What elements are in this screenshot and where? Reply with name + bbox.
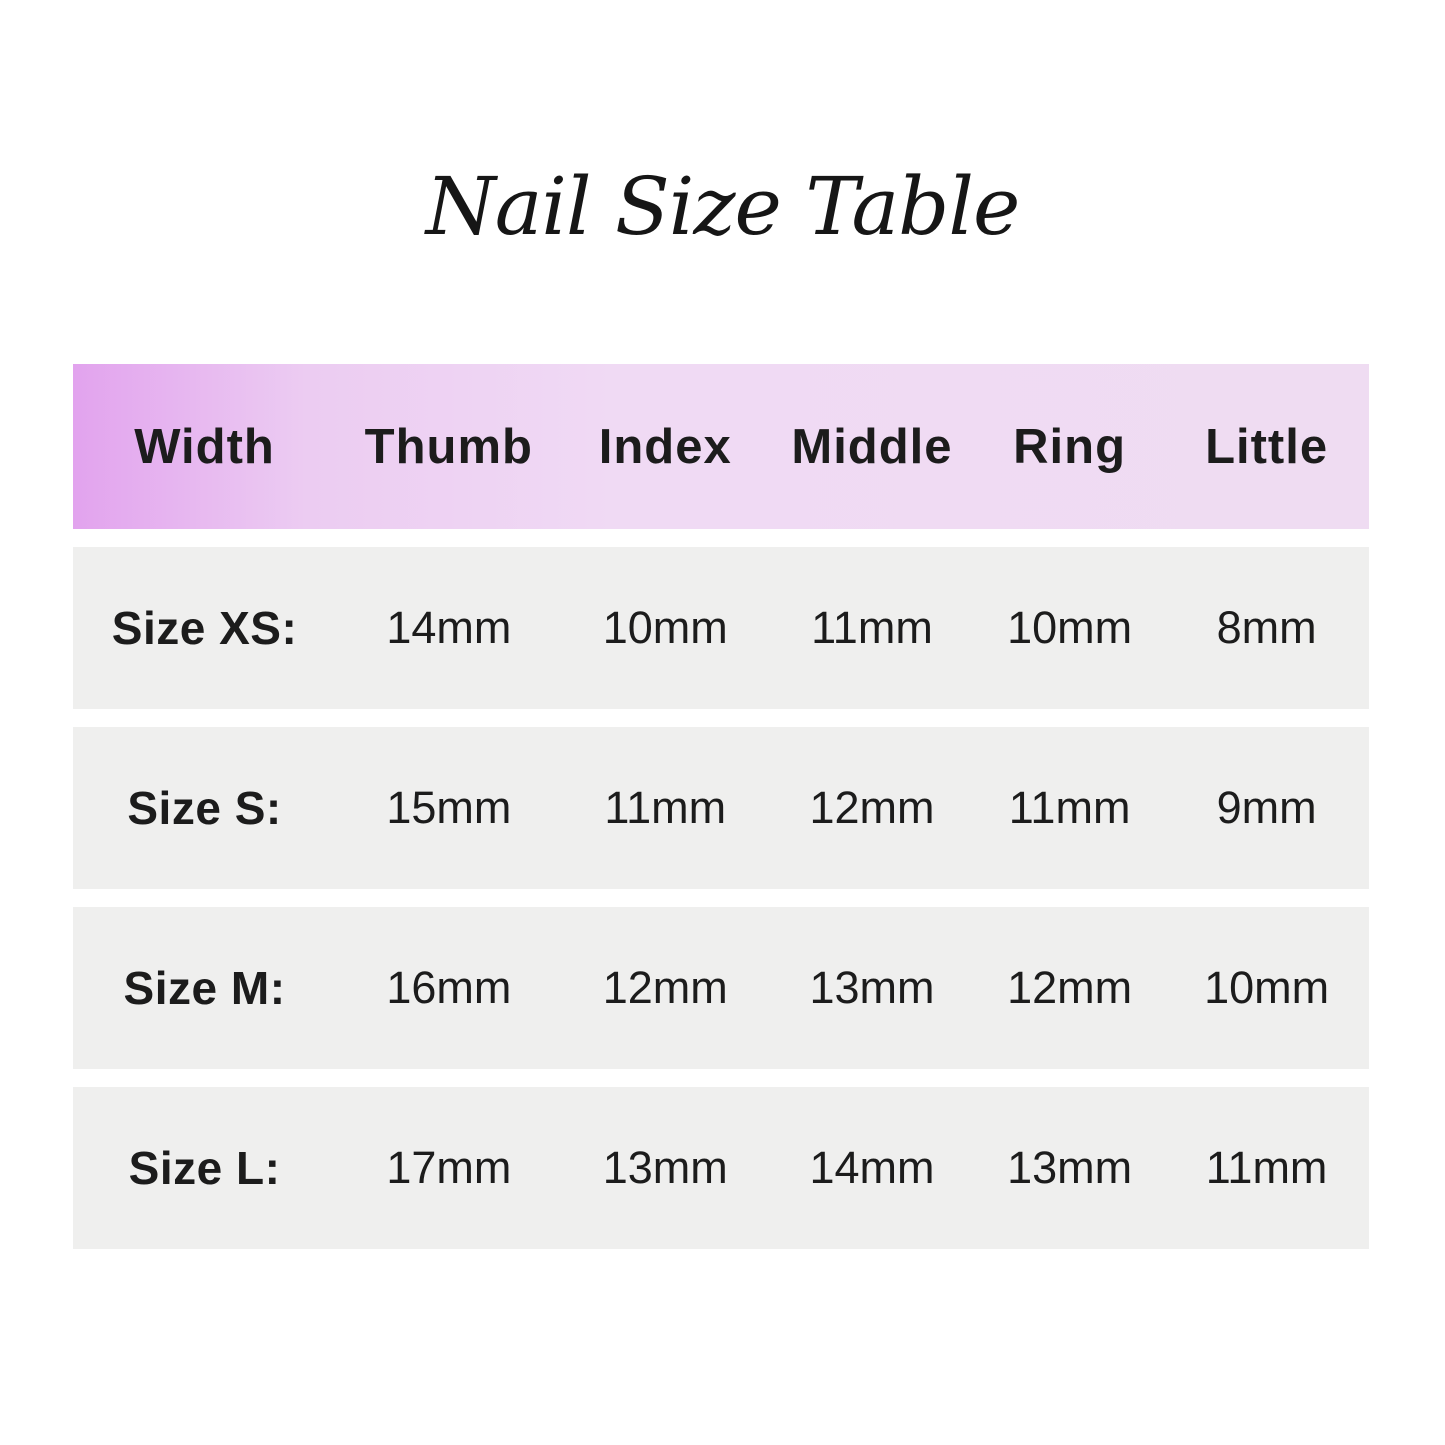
size-value-cell: 9mm xyxy=(1216,782,1317,833)
header-cell-index: Index xyxy=(598,419,732,474)
header-cell-middle: Middle xyxy=(791,419,953,474)
size-value-cell: 11mm xyxy=(1205,1142,1328,1193)
size-value-cell: 12mm xyxy=(602,962,728,1013)
size-value-cell: 12mm xyxy=(809,782,935,833)
table-row-size-s: Size S: 15mm 11mm 12mm 11mm 9mm xyxy=(73,727,1369,889)
table-row-size-l: Size L: 17mm 13mm 14mm 13mm 11mm xyxy=(73,1087,1369,1249)
size-value-cell: 16mm xyxy=(386,962,512,1013)
size-value-cell: 11mm xyxy=(604,782,727,833)
nail-size-table: Width Thumb Index Middle Ring Little Siz… xyxy=(73,364,1369,1249)
size-value-cell: 14mm xyxy=(386,602,512,653)
size-value-cell: 15mm xyxy=(386,782,512,833)
header-cell-little: Little xyxy=(1205,419,1329,474)
size-value-cell: 11mm xyxy=(811,602,933,653)
table-header-row: Width Thumb Index Middle Ring Little xyxy=(73,364,1369,529)
header-cell-width: Width xyxy=(134,419,275,474)
row-label: Size S: xyxy=(127,782,282,834)
table-row-size-xs: Size XS: 14mm 10mm 11mm 10mm 8mm xyxy=(73,547,1369,709)
row-label: Size XS: xyxy=(111,602,298,654)
size-value-cell: 10mm xyxy=(1204,962,1330,1013)
row-label: Size L: xyxy=(128,1142,281,1194)
size-value-cell: 13mm xyxy=(602,1142,728,1193)
size-value-cell: 10mm xyxy=(602,602,728,653)
table-row-size-m: Size M: 16mm 12mm 13mm 12mm 10mm xyxy=(73,907,1369,1069)
page-title: Nail Size Table xyxy=(425,160,1021,253)
size-value-cell: 13mm xyxy=(1007,1142,1133,1193)
size-value-cell: 17mm xyxy=(386,1142,512,1193)
size-value-cell: 8mm xyxy=(1216,602,1317,653)
row-label: Size M: xyxy=(123,962,286,1014)
size-value-cell: 13mm xyxy=(809,962,935,1013)
size-value-cell: 11mm xyxy=(1008,782,1131,833)
header-cell-ring: Ring xyxy=(1013,419,1127,474)
size-value-cell: 10mm xyxy=(1007,602,1133,653)
size-value-cell: 12mm xyxy=(1007,962,1133,1013)
size-value-cell: 14mm xyxy=(809,1142,935,1193)
header-cell-thumb: Thumb xyxy=(364,419,533,474)
